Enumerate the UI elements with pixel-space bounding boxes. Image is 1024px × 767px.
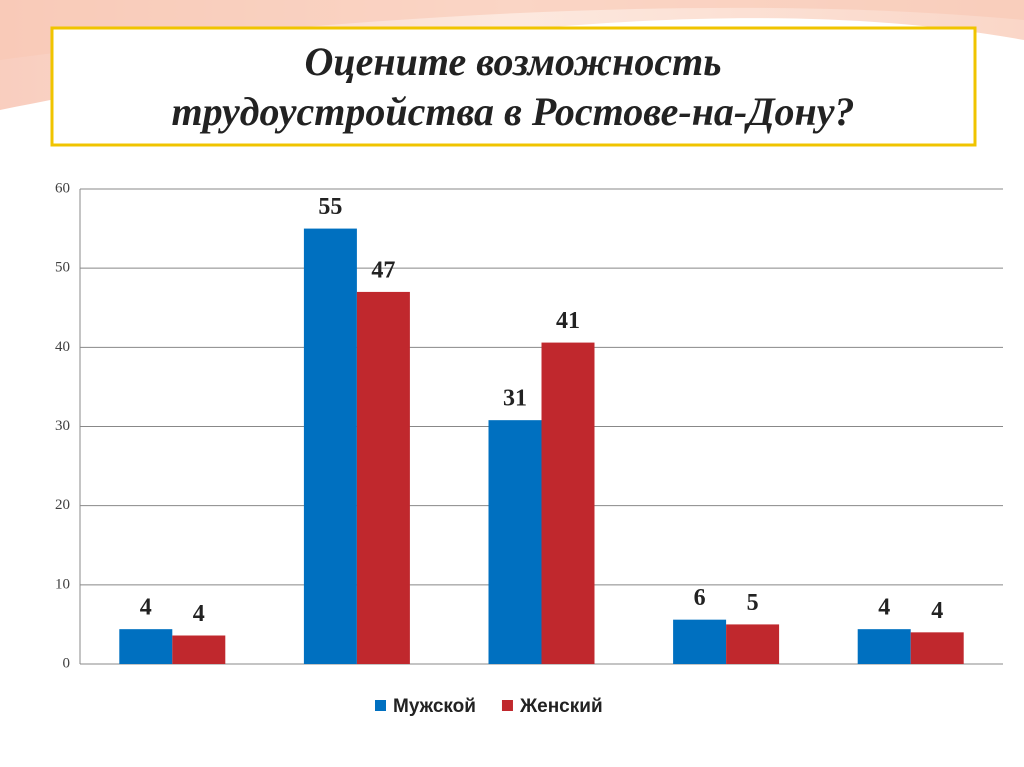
legend-swatch bbox=[501, 700, 513, 711]
y-tick-label: 30 bbox=[55, 418, 70, 434]
data-label: 4 bbox=[140, 595, 152, 621]
bar bbox=[172, 635, 226, 664]
y-tick-label: 50 bbox=[55, 260, 70, 276]
data-label: 4 bbox=[931, 598, 943, 624]
bar bbox=[488, 420, 542, 664]
bar bbox=[303, 228, 357, 665]
data-label: 4 bbox=[878, 595, 890, 621]
legend-swatch bbox=[375, 700, 386, 711]
data-label: 5 bbox=[747, 590, 759, 616]
data-label: 6 bbox=[694, 585, 706, 611]
data-label: 47 bbox=[371, 257, 395, 283]
bar bbox=[119, 629, 173, 664]
data-label: 31 bbox=[503, 386, 527, 412]
legend-label: Женский bbox=[519, 696, 603, 717]
bar bbox=[726, 624, 780, 664]
data-label: 41 bbox=[556, 308, 580, 334]
bar bbox=[910, 632, 964, 664]
data-label: 55 bbox=[318, 194, 342, 220]
y-tick-label: 40 bbox=[55, 339, 70, 355]
y-tick-label: 20 bbox=[55, 497, 70, 513]
chart-title: Оцените возможность bbox=[305, 39, 722, 84]
data-label: 4 bbox=[193, 601, 205, 627]
title-box bbox=[50, 26, 977, 147]
chart-title: трудоустройства в Ростове-на-Дону? bbox=[171, 89, 854, 134]
bar bbox=[673, 619, 727, 664]
bar bbox=[356, 291, 410, 664]
y-tick-label: 0 bbox=[63, 655, 71, 671]
y-tick-label: 10 bbox=[55, 576, 70, 592]
decoration bbox=[0, 0, 1024, 60]
bar bbox=[541, 342, 595, 664]
bar bbox=[857, 629, 911, 664]
legend-label: Мужской bbox=[393, 696, 476, 717]
y-tick-label: 60 bbox=[55, 180, 70, 196]
